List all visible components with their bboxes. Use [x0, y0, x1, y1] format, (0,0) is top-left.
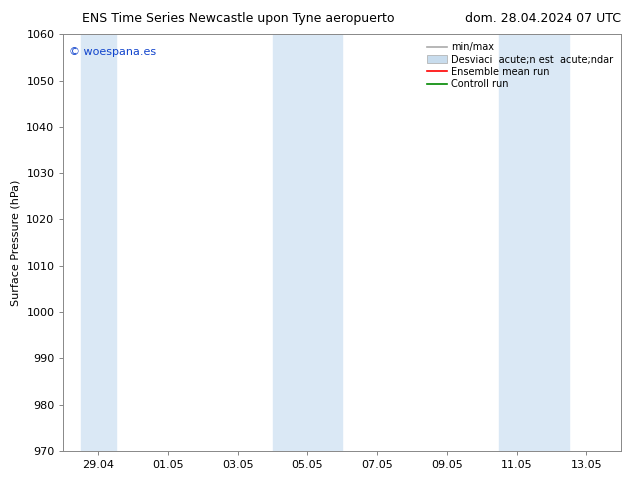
- Bar: [273, 34, 342, 451]
- Text: © woespana.es: © woespana.es: [69, 47, 156, 57]
- Y-axis label: Surface Pressure (hPa): Surface Pressure (hPa): [11, 179, 21, 306]
- Bar: [81, 34, 116, 451]
- Text: ENS Time Series Newcastle upon Tyne aeropuerto: ENS Time Series Newcastle upon Tyne aero…: [82, 12, 395, 25]
- Text: dom. 28.04.2024 07 UTC: dom. 28.04.2024 07 UTC: [465, 12, 621, 25]
- Legend: min/max, Desviaci  acute;n est  acute;ndar, Ensemble mean run, Controll run: min/max, Desviaci acute;n est acute;ndar…: [424, 39, 616, 92]
- Bar: [500, 34, 569, 451]
